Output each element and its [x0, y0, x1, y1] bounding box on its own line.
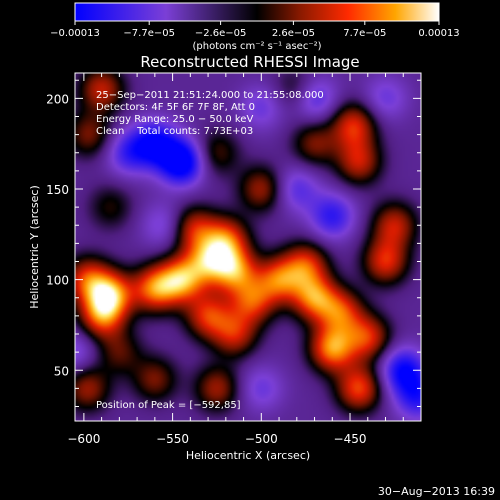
chart-title: Reconstructed RHESSI Image [140, 53, 359, 71]
colorbar-tick-label: 2.6e−05 [272, 28, 315, 39]
y-tick-label: 200 [46, 92, 69, 106]
x-tick-label: −550 [156, 432, 189, 446]
y-tick-label: 150 [46, 183, 69, 197]
peak-position-label: Position of Peak = [−592,85] [96, 400, 241, 411]
x-axis-label: Heliocentric X (arcsec) [186, 449, 310, 462]
heatmap-raster [75, 73, 421, 421]
x-tick-label: −600 [67, 432, 100, 446]
annotation-energy: Energy Range: 25.0 − 50.0 keV [96, 114, 253, 125]
y-axis-label: Heliocentric Y (arcsec) [28, 185, 41, 309]
colorbar-unit: (photons cm⁻² s⁻¹ asec⁻²) [192, 41, 321, 52]
colorbar-tick-label: −2.6e−05 [195, 28, 247, 39]
colorbar-tick-label: −0.00013 [50, 28, 100, 39]
colorbar-tick-label: −7.7e−05 [123, 28, 175, 39]
y-tick-label: 50 [54, 364, 69, 378]
annotation-detectors: Detectors: 4F 5F 6F 7F 8F, Att 0 [96, 102, 255, 113]
axis-ticks: −600 −550 −500 −450 50 100 150 200 [46, 73, 421, 446]
plot-frame [74, 72, 422, 422]
annotation-counts: Clean Total counts: 7.73E+03 [96, 126, 253, 137]
heatmap-image [75, 73, 421, 421]
colorbar-tick-label: 0.00013 [418, 28, 459, 39]
annotation-time: 25−Sep−2011 21:51:24.000 to 21:55:08.000 [96, 90, 324, 101]
colorbar-frame [74, 2, 440, 22]
x-tick-label: −450 [334, 432, 367, 446]
colorbar-ticks: −0.00013 −7.7e−05 −2.6e−05 2.6e−05 7.7e−05 0.… [50, 21, 460, 39]
colorbar [75, 3, 439, 21]
colorbar-tick-label: 7.7e−05 [343, 28, 386, 39]
x-tick-label: −500 [245, 432, 278, 446]
footer-timestamp: 30−Aug−2013 16:39 [378, 485, 495, 498]
y-tick-label: 100 [46, 274, 69, 288]
